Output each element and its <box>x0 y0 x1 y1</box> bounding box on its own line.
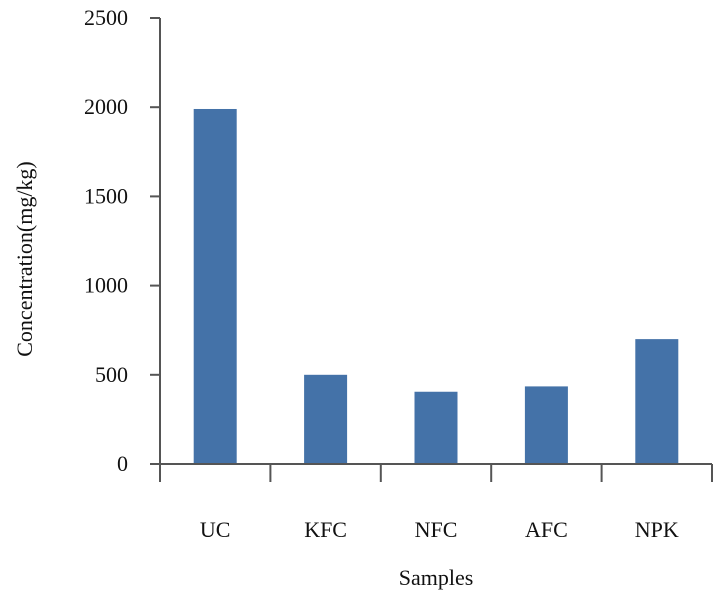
y-tick-label: 1500 <box>84 183 128 208</box>
bar-nfc <box>414 391 458 464</box>
y-axis-ticks: 0 500 1000 1500 2000 2500 <box>84 5 160 476</box>
x-tick-label: UC <box>200 517 231 542</box>
bars <box>193 108 679 464</box>
x-axis-title: Samples <box>399 565 474 590</box>
y-tick-label: 2000 <box>84 94 128 119</box>
bar-uc <box>193 108 237 464</box>
y-axis-title: Concentration(mg/kg) <box>12 161 37 357</box>
x-axis-ticks: UC KFC NFC AFC NPK <box>159 464 713 542</box>
y-tick-label: 2500 <box>84 5 128 30</box>
y-tick-label: 500 <box>95 362 128 387</box>
x-tick-label: NPK <box>635 517 679 542</box>
x-tick-label: KFC <box>304 517 347 542</box>
y-tick-label: 0 <box>117 451 128 476</box>
x-tick-label: AFC <box>525 517 568 542</box>
bar-afc <box>524 386 568 464</box>
x-tick-label: NFC <box>415 517 458 542</box>
bar-kfc <box>304 374 348 464</box>
bar-npk <box>635 339 679 464</box>
y-tick-label: 1000 <box>84 273 128 298</box>
